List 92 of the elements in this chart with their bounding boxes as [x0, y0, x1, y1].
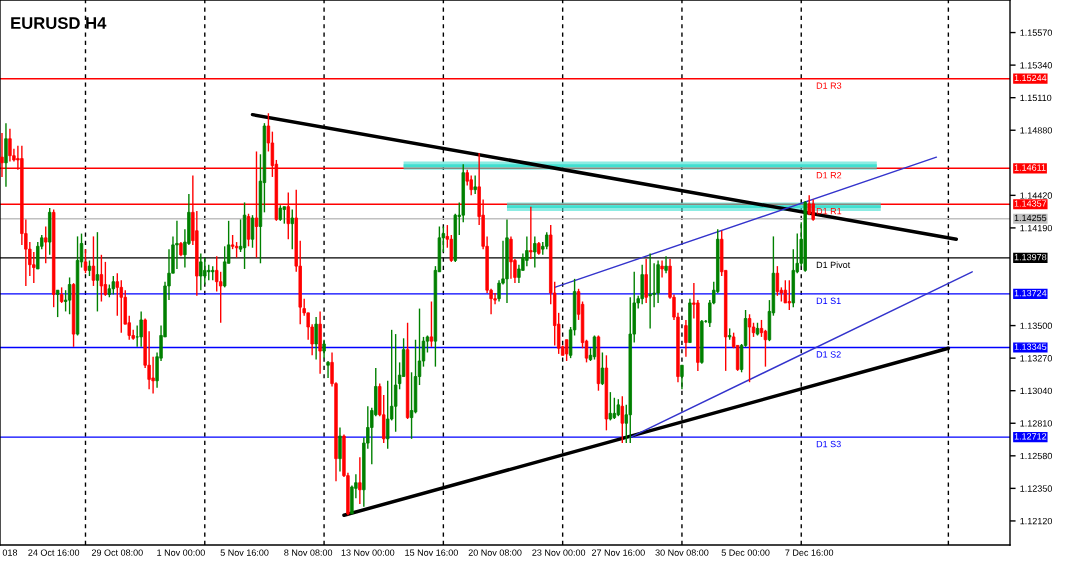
x-tick-label: 7 Dec 16:00 — [785, 549, 834, 556]
y-tick-label: 1.15570 — [1020, 29, 1052, 36]
candlestick — [91, 235, 96, 287]
candlestick — [600, 351, 605, 386]
y-tick-label: 1.13040 — [1020, 387, 1052, 395]
y-tick-label: 1.15340 — [1020, 62, 1052, 69]
ref-line-label: D1 R3 — [816, 82, 842, 89]
candlestick — [592, 334, 597, 361]
candlestick — [95, 231, 100, 313]
candlestick — [608, 391, 613, 422]
text: 1.13345 — [1014, 343, 1047, 350]
x-tick-label: 15 Nov 16:00 — [405, 549, 458, 556]
candlestick — [358, 456, 362, 505]
x-tick-label: 8 Nov 08:00 — [284, 549, 333, 556]
text: 1.13724 — [1014, 289, 1047, 297]
y-tick-label: 1.12810 — [1020, 420, 1052, 427]
candlestick — [684, 319, 688, 358]
x-tick-label: 23 Nov 00:00 — [532, 549, 586, 556]
text: 1.12712 — [1014, 433, 1047, 440]
text: 1.13978 — [1014, 253, 1047, 261]
candlestick — [99, 254, 104, 303]
ref-line-label: D1 S2 — [816, 351, 841, 358]
candlestick — [44, 225, 48, 264]
candlestick — [775, 265, 780, 297]
candlestick — [409, 371, 414, 440]
x-tick-label: 5 Nov 16:00 — [220, 549, 269, 556]
candlestick — [787, 279, 792, 311]
candlestick — [199, 252, 203, 291]
candlestick — [8, 128, 12, 163]
candlestick — [55, 289, 60, 318]
x-tick-label: 24 Oct 16:00 — [28, 549, 80, 556]
candlestick — [644, 258, 648, 304]
x-tick-label: 5 Dec 00:00 — [721, 549, 770, 556]
candlestick — [83, 248, 88, 274]
y-tick-label: 1.14880 — [1020, 127, 1052, 134]
candlestick — [620, 395, 625, 444]
x-tick-label: 13 Nov 00:00 — [341, 549, 395, 556]
candlestick — [218, 271, 223, 324]
x-tick-label: 1 Nov 00:00 — [157, 549, 205, 556]
candlestick — [660, 259, 664, 279]
x-tick-label: 20 Nov 08:00 — [468, 549, 522, 556]
candlestick — [322, 339, 326, 359]
candlestick — [473, 174, 477, 195]
candlestick — [469, 174, 473, 197]
candlestick — [115, 272, 120, 317]
candlestick — [67, 276, 72, 315]
text: 1.15244 — [1014, 74, 1047, 82]
candlestick — [648, 252, 652, 330]
ref-line-label: D1 S3 — [816, 440, 841, 448]
candlestick — [326, 360, 330, 379]
candlestick — [529, 205, 533, 260]
y-tick-label: 1.12120 — [1020, 517, 1052, 525]
y-tick-label: 1.14190 — [1020, 224, 1052, 232]
candlestick — [338, 426, 342, 473]
ref-line-label: D1 R1 — [816, 208, 842, 215]
x-tick-label: 29 Oct 08:00 — [91, 549, 143, 556]
ref-line-label: D1 Pivot — [816, 261, 851, 269]
ref-line-label: D1 R2 — [816, 172, 842, 179]
candlestick — [783, 279, 788, 304]
text: 1.14255 — [1014, 214, 1047, 222]
x-tick-label: 30 Nov 08:00 — [655, 549, 709, 556]
text: 1.14357 — [1014, 200, 1047, 207]
candlestick — [509, 235, 513, 280]
text: EURUSD H4 — [11, 17, 107, 29]
candlestick — [564, 339, 569, 362]
candlestick — [250, 214, 255, 249]
y-tick-label: 1.15110 — [1020, 94, 1052, 102]
text: 1.14611 — [1014, 164, 1046, 171]
ref-line-label: D1 S1 — [816, 297, 841, 304]
candlestick — [747, 313, 752, 383]
x-tick-label: 27 Nov 16:00 — [591, 549, 645, 556]
y-tick-label: 1.14420 — [1020, 192, 1052, 199]
candlestick — [533, 235, 537, 269]
candlestick — [664, 255, 668, 274]
candlestick — [680, 364, 684, 390]
candlestick — [111, 275, 116, 296]
y-tick-label: 1.12580 — [1020, 452, 1052, 460]
x-tick-label: 018 — [2, 549, 18, 556]
candlestick — [290, 208, 294, 250]
candlestick — [429, 300, 434, 348]
candlestick — [807, 194, 811, 216]
candlestick — [612, 397, 617, 420]
y-tick-label: 1.13500 — [1020, 322, 1052, 329]
candlestick — [139, 310, 143, 348]
y-tick-label: 1.12350 — [1020, 485, 1052, 492]
candlestick — [314, 316, 318, 361]
candlestick — [525, 235, 529, 267]
y-tick-label: 1.13270 — [1020, 355, 1052, 362]
candlestick — [246, 213, 251, 248]
candlestick — [393, 333, 398, 433]
candlestick — [175, 220, 179, 270]
candlestick — [203, 256, 207, 286]
